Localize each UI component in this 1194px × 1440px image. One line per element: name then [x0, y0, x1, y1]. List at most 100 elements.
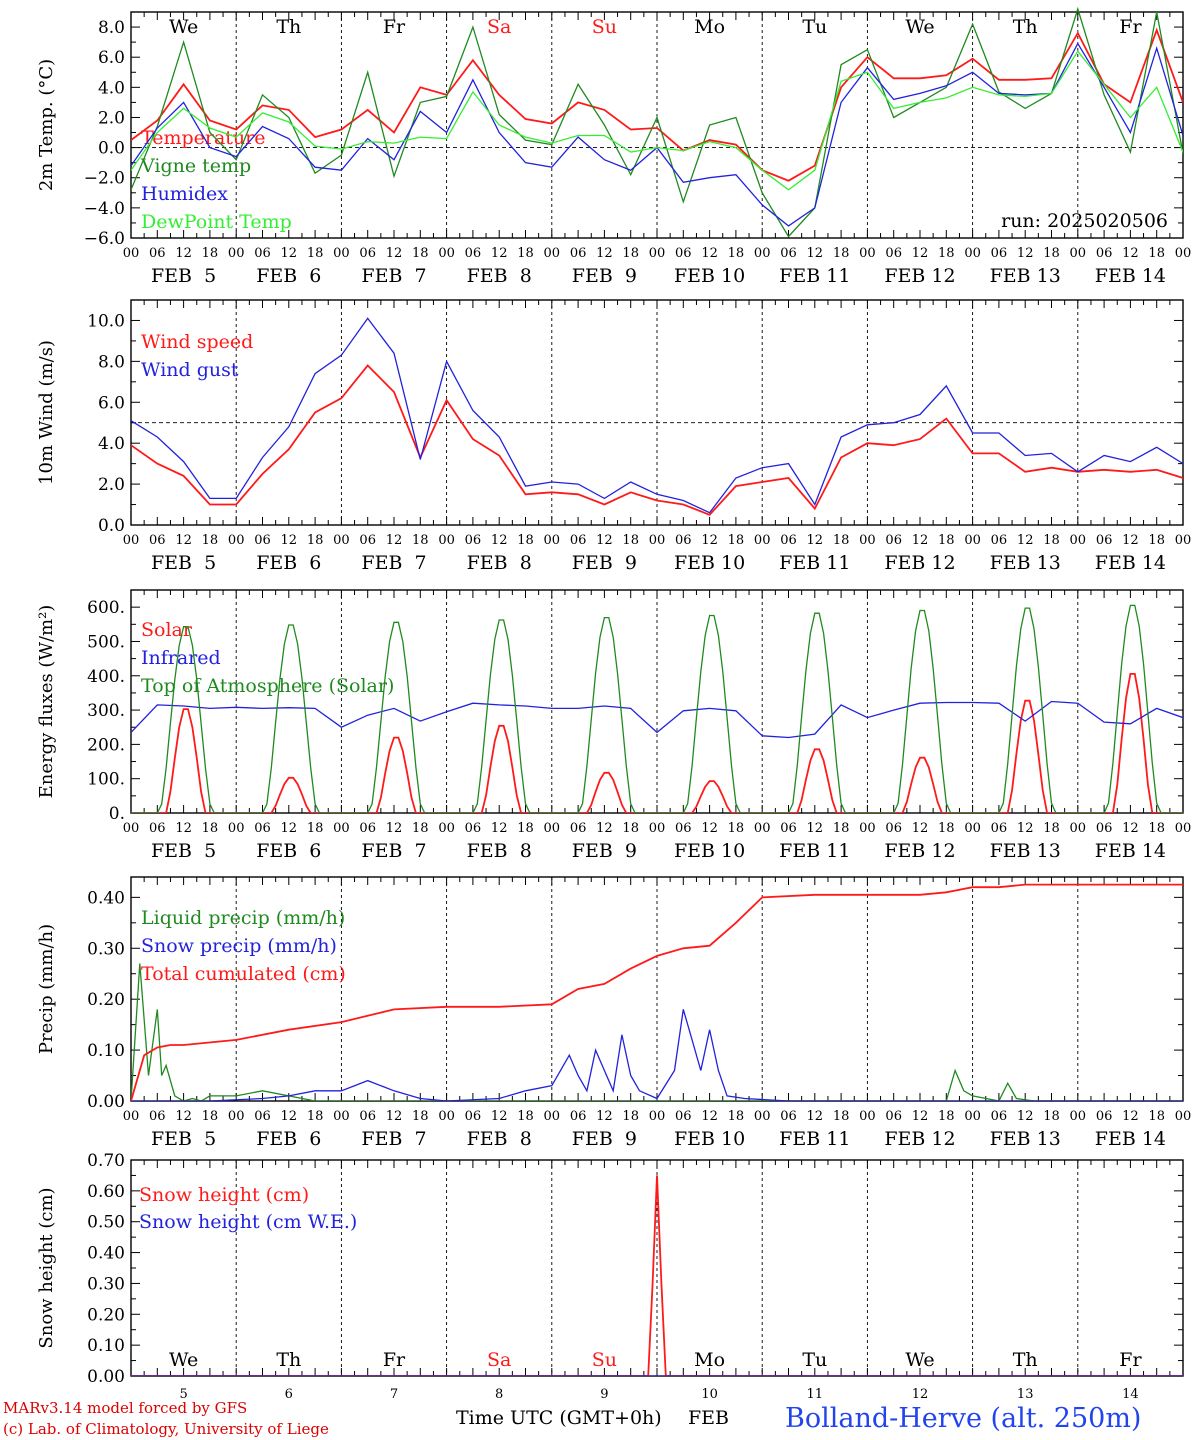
hour-label: 12	[807, 1109, 824, 1124]
hour-label: 00	[123, 533, 140, 548]
hour-label: 18	[938, 821, 955, 836]
hour-label: 00	[123, 821, 140, 836]
station-name: Bolland-Herve (alt. 250m)	[785, 1403, 1141, 1434]
hour-label: 06	[675, 821, 692, 836]
hour-label: 06	[1096, 246, 1113, 261]
date-label: FEB 6	[256, 265, 321, 287]
y-tick-label: 0.50	[87, 1213, 125, 1233]
hour-label: 12	[1122, 1109, 1139, 1124]
date-label: FEB 10	[674, 265, 745, 287]
date-label: FEB 11	[779, 840, 850, 862]
hour-label: 12	[912, 821, 929, 836]
panels: 8.0 6.0 4.0 2.0 0.0 −2.0 −4.0 −6.0 2m Temp. (°C)…	[36, 6, 1192, 1402]
run-label: run: 2025020506	[1001, 210, 1168, 232]
date-label: FEB 6	[256, 840, 321, 862]
hour-label: 12	[807, 821, 824, 836]
y-tick-label: 300.	[87, 701, 125, 721]
y-tick-label: −4.0	[84, 199, 125, 219]
hour-label: 00	[964, 533, 981, 548]
weekday-label: Th	[276, 1349, 301, 1371]
y-tick-label: 0.0	[98, 516, 125, 536]
hour-label: 00	[754, 1109, 771, 1124]
hour-label: 06	[570, 821, 587, 836]
hour-label: 12	[386, 1109, 403, 1124]
hour-label: 12	[491, 1109, 508, 1124]
legend-entry: Snow precip (mm/h)	[141, 935, 337, 957]
weekday-label: Th	[1013, 16, 1038, 38]
legend-entry: Wind speed	[141, 331, 253, 353]
date-label: FEB 14	[1095, 1128, 1166, 1150]
hour-label: 00	[333, 246, 350, 261]
panel-5: 0.70 0.60 0.50 0.40 0.30 0.20 0.10 0.00 Snow hei…	[36, 1151, 1184, 1402]
hour-label: 18	[1043, 246, 1060, 261]
hour-label: 12	[701, 533, 718, 548]
hour-label: 12	[175, 1109, 192, 1124]
hour-label: 00	[438, 821, 455, 836]
legend-entry: Temperature	[141, 127, 265, 149]
hour-label: 00	[544, 1109, 561, 1124]
day-number-label: 6	[285, 1387, 293, 1402]
date-label: FEB 8	[467, 552, 532, 574]
hour-label: 12	[596, 533, 613, 548]
hour-label: 00	[754, 821, 771, 836]
weekday-label: Sa	[487, 16, 511, 38]
hour-label: 18	[412, 821, 429, 836]
hour-label: 00	[1175, 821, 1192, 836]
hour-label: 06	[675, 533, 692, 548]
hour-label: 18	[833, 1109, 850, 1124]
y-axis-label: 10m Wind (m/s)	[36, 340, 57, 485]
date-label: FEB 7	[361, 1128, 426, 1150]
plot-frame	[130, 299, 1184, 526]
hour-label: 00	[333, 1109, 350, 1124]
legend-entry: Infrared	[141, 647, 221, 669]
y-tick-label: −2.0	[84, 169, 125, 189]
legend-entry: Solar	[141, 619, 193, 641]
hour-label: 06	[780, 1109, 797, 1124]
series-line-vigne-temp	[131, 6, 1183, 238]
hour-label: 18	[728, 821, 745, 836]
hour-label: 12	[1122, 246, 1139, 261]
hour-label: 18	[1148, 533, 1165, 548]
hour-label: 06	[465, 821, 482, 836]
hour-label: 12	[807, 246, 824, 261]
hour-label: 12	[596, 1109, 613, 1124]
y-tick-label: 400.	[87, 667, 125, 687]
hour-label: 00	[438, 533, 455, 548]
weekday-label: Th	[1013, 1349, 1038, 1371]
date-label: FEB 14	[1095, 265, 1166, 287]
hour-label: 12	[175, 533, 192, 548]
legend-entry: Liquid precip (mm/h)	[141, 907, 345, 929]
hour-label: 12	[1017, 533, 1034, 548]
date-label: FEB 10	[674, 552, 745, 574]
date-label: FEB 12	[884, 840, 955, 862]
hour-label: 18	[202, 1109, 219, 1124]
series-line-solar	[131, 673, 1183, 813]
date-label: FEB 11	[779, 265, 850, 287]
hour-label: 00	[859, 1109, 876, 1124]
legend-entry: Humidex	[141, 183, 228, 205]
hour-label: 18	[307, 246, 324, 261]
y-tick-label: 500.	[87, 632, 125, 652]
hour-label: 00	[649, 821, 666, 836]
hour-label: 18	[622, 246, 639, 261]
hour-label: 06	[780, 821, 797, 836]
hour-label: 18	[1148, 1109, 1165, 1124]
date-label: FEB 14	[1095, 552, 1166, 574]
hour-label: 12	[386, 533, 403, 548]
hour-label: 12	[281, 821, 298, 836]
hour-label: 06	[465, 1109, 482, 1124]
hour-label: 12	[701, 246, 718, 261]
hour-label: 18	[202, 821, 219, 836]
weekday-label: Tu	[802, 1349, 827, 1371]
hour-label: 18	[1148, 821, 1165, 836]
hour-label: 18	[833, 246, 850, 261]
day-number-label: 14	[1122, 1387, 1139, 1402]
hour-label: 06	[885, 1109, 902, 1124]
date-label: FEB 8	[467, 840, 532, 862]
hour-label: 18	[622, 1109, 639, 1124]
hour-label: 18	[728, 533, 745, 548]
hour-label: 18	[938, 1109, 955, 1124]
panel-4: 0.40 0.30 0.20 0.10 0.00 Precip (mm/h) 00 06 12 1…	[36, 876, 1191, 1150]
hour-label: 18	[622, 821, 639, 836]
